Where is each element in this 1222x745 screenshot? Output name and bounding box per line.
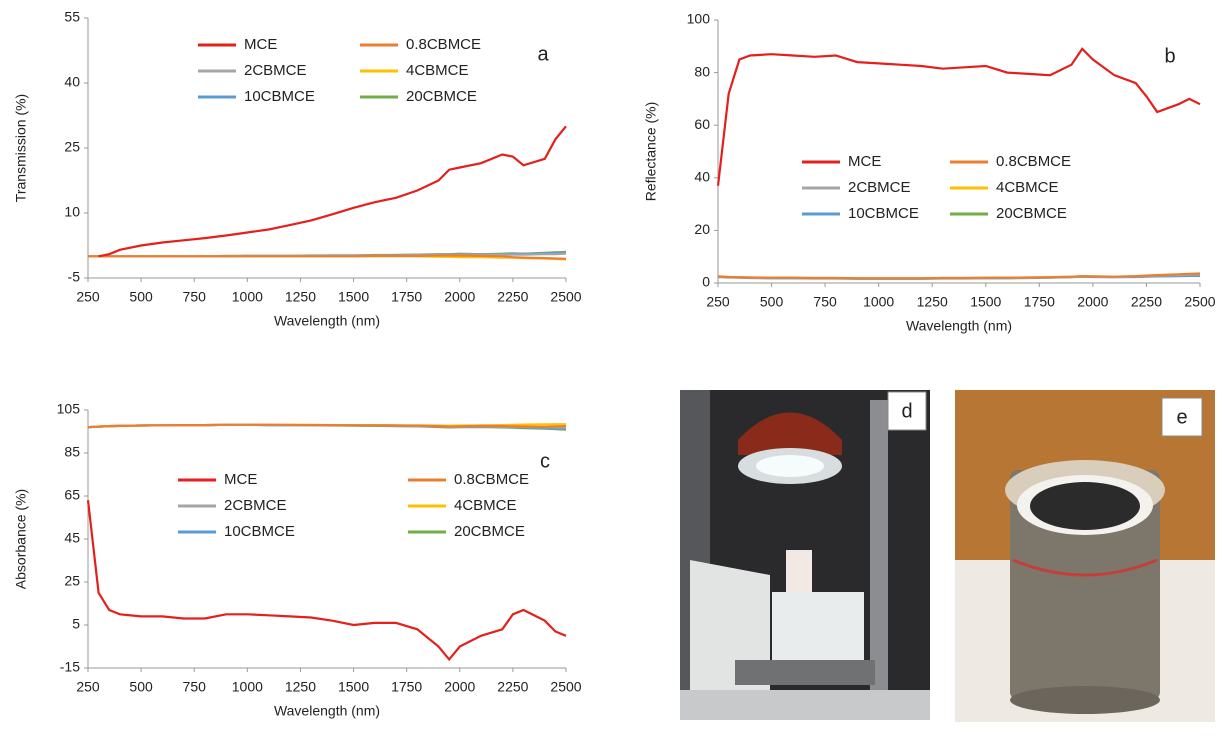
x-tick-label: 1750 (1024, 294, 1055, 310)
x-tick-label: 500 (129, 679, 153, 695)
y-tick-label: -15 (60, 659, 80, 675)
legend-text: 10CBMCE (244, 88, 315, 105)
legend-text: 20CBMCE (454, 523, 525, 540)
legend-text: 2CBMCE (244, 62, 307, 79)
y-tick-label: 45 (64, 530, 80, 546)
y-tick-label: 100 (687, 11, 711, 27)
x-tick-label: 250 (76, 289, 100, 305)
y-tick-label: 25 (64, 573, 80, 589)
y-tick-label: 40 (694, 169, 710, 185)
x-tick-label: 2000 (444, 289, 475, 305)
x-axis-label: Wavelength (nm) (274, 313, 380, 329)
x-tick-label: 1250 (285, 679, 316, 695)
x-tick-label: 2000 (444, 679, 475, 695)
figure: d e 250500750100012501500175020002250250… (0, 0, 1222, 740)
x-tick-label: 750 (813, 294, 837, 310)
y-tick-label: 5 (72, 616, 80, 632)
legend-text: 0.8CBMCE (406, 36, 481, 53)
x-tick-label: 1250 (285, 289, 316, 305)
x-tick-label: 2500 (550, 679, 581, 695)
x-tick-label: 2250 (497, 289, 528, 305)
legend-text: MCE (848, 153, 881, 170)
x-tick-label: 2250 (497, 679, 528, 695)
x-tick-label: 1250 (917, 294, 948, 310)
legend-text: 4CBMCE (996, 179, 1059, 196)
y-tick-label: 0 (702, 274, 710, 290)
x-tick-label: 500 (760, 294, 784, 310)
x-tick-label: 750 (183, 289, 207, 305)
y-tick-label: -5 (68, 269, 81, 285)
y-axis-label: Absorbance (%) (13, 489, 29, 589)
x-tick-label: 250 (76, 679, 100, 695)
legend-text: 0.8CBMCE (454, 471, 529, 488)
x-tick-label: 2500 (550, 289, 581, 305)
photo-e: e (955, 390, 1215, 722)
y-tick-label: 55 (64, 9, 80, 25)
y-tick-label: 60 (694, 116, 710, 132)
y-axis-label: Transmission (%) (13, 94, 29, 202)
legend-text: 0.8CBMCE (996, 153, 1071, 170)
legend-text: 2CBMCE (848, 179, 911, 196)
x-tick-label: 1000 (232, 289, 263, 305)
y-tick-label: 20 (694, 221, 710, 237)
x-tick-label: 2500 (1184, 294, 1215, 310)
panel-label: b (1164, 45, 1175, 67)
x-axis-label: Wavelength (nm) (274, 703, 380, 719)
panel-label: d (901, 400, 912, 422)
series-line (88, 425, 566, 427)
y-tick-label: 65 (64, 487, 80, 503)
x-tick-label: 1750 (391, 679, 422, 695)
x-tick-label: 1000 (863, 294, 894, 310)
x-tick-label: 1500 (970, 294, 1001, 310)
x-tick-label: 2250 (1131, 294, 1162, 310)
y-tick-label: 105 (57, 401, 81, 417)
series-line (99, 126, 566, 256)
legend-text: MCE (224, 471, 257, 488)
x-tick-label: 1500 (338, 289, 369, 305)
y-tick-label: 40 (64, 74, 80, 90)
legend-text: 4CBMCE (406, 62, 469, 79)
legend-text: MCE (244, 36, 277, 53)
x-tick-label: 1750 (391, 289, 422, 305)
panel-label: a (537, 43, 549, 65)
y-tick-label: 85 (64, 444, 80, 460)
x-tick-label: 1500 (338, 679, 369, 695)
legend-text: 4CBMCE (454, 497, 517, 514)
y-tick-label: 80 (694, 63, 710, 79)
legend-text: 2CBMCE (224, 497, 287, 514)
y-tick-label: 25 (64, 139, 80, 155)
panel-label: c (540, 450, 550, 472)
legend-text: 10CBMCE (224, 523, 295, 540)
x-tick-label: 2000 (1077, 294, 1108, 310)
x-tick-label: 250 (706, 294, 730, 310)
y-tick-label: 10 (64, 204, 80, 220)
x-tick-label: 750 (183, 679, 207, 695)
y-axis-label: Reflectance (%) (643, 102, 659, 202)
x-tick-label: 500 (129, 289, 153, 305)
panel-label: e (1176, 406, 1187, 428)
legend-text: 10CBMCE (848, 205, 919, 222)
photo-d: d (680, 390, 930, 720)
legend-text: 20CBMCE (406, 88, 477, 105)
x-axis-label: Wavelength (nm) (906, 318, 1012, 334)
legend-text: 20CBMCE (996, 205, 1067, 222)
x-tick-label: 1000 (232, 679, 263, 695)
series-line (718, 49, 1200, 186)
